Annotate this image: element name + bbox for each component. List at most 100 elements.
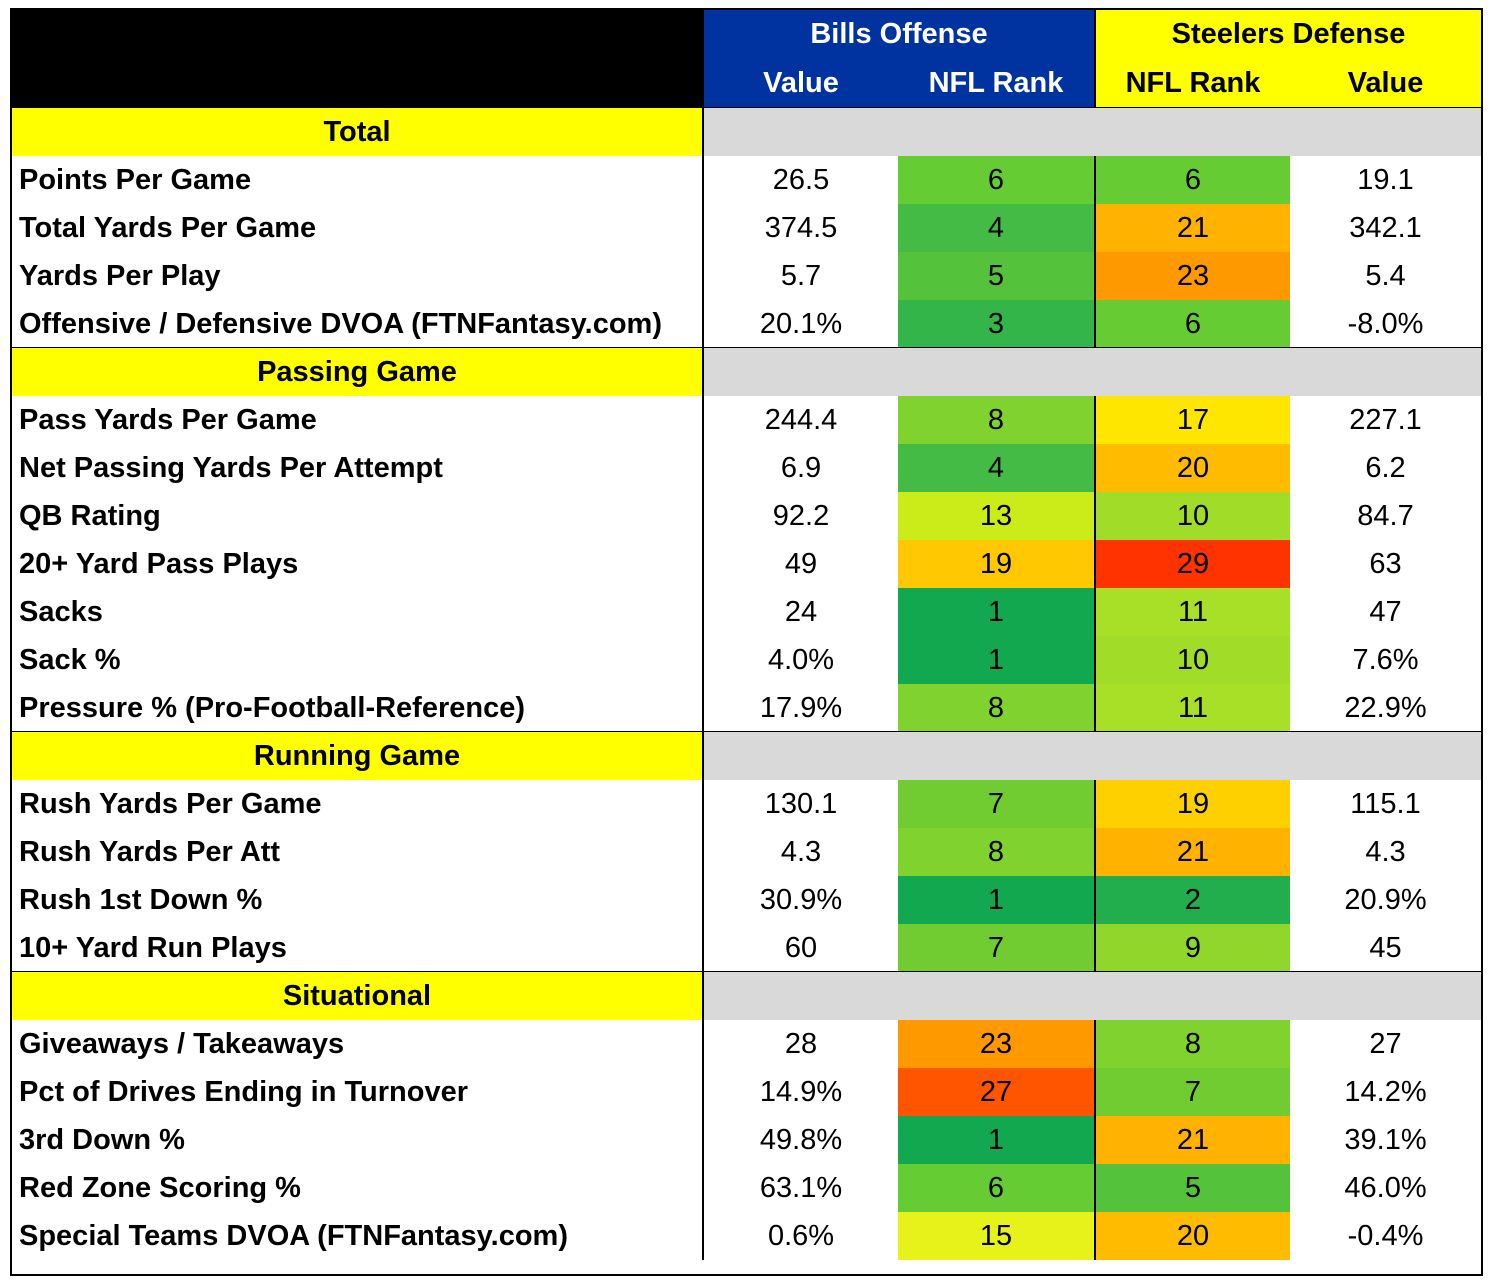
steelers-rank: 21 xyxy=(1094,1116,1290,1164)
bills-value: 28 xyxy=(702,1020,898,1068)
steelers-rank: 23 xyxy=(1094,252,1290,300)
bills-rank: 3 xyxy=(898,300,1094,348)
stat-label: Pass Yards Per Game xyxy=(19,403,317,436)
stat-label: Points Per Game xyxy=(19,163,252,196)
steelers-rank: 5 xyxy=(1094,1164,1290,1212)
steelers-value: 227.1 xyxy=(1349,403,1422,436)
table-row: 3rd Down % 49.8% 1 21 39.1% xyxy=(12,1116,1481,1164)
steelers-rank: 29 xyxy=(1094,540,1290,588)
steelers-rank: 9 xyxy=(1094,924,1290,972)
steelers-rank: 11 xyxy=(1094,684,1290,732)
steelers-value: 6.2 xyxy=(1365,451,1406,484)
steelers-value: 45 xyxy=(1369,931,1402,964)
bills-rank: 27 xyxy=(898,1068,1094,1116)
bills-value: 20.1% xyxy=(702,300,898,348)
bills-rank: 19 xyxy=(898,540,1094,588)
bills-value: 17.9% xyxy=(702,684,898,732)
bills-rank: 7 xyxy=(898,780,1094,828)
table-row: Points Per Game 26.5 6 6 19.1 xyxy=(12,156,1481,204)
stat-label: Yards Per Play xyxy=(19,259,221,292)
matchup-stats-table: Bills Offense Steelers Defense Value NFL… xyxy=(10,8,1483,1276)
table-row: Rush Yards Per Att 4.3 8 21 4.3 xyxy=(12,828,1481,876)
section-header-row: Situational xyxy=(12,972,1481,1020)
steelers-value: 342.1 xyxy=(1349,211,1422,244)
bills-rank: 6 xyxy=(898,1164,1094,1212)
stat-label: Rush 1st Down % xyxy=(19,883,263,916)
steelers-rank: 2 xyxy=(1094,876,1290,924)
section-title: Running Game xyxy=(12,732,702,780)
steelers-rank: 20 xyxy=(1094,444,1290,492)
bills-rank: 8 xyxy=(898,828,1094,876)
table-row: Special Teams DVOA (FTNFantasy.com) 0.6% 1… xyxy=(12,1212,1481,1260)
bills-value: 60 xyxy=(702,924,898,972)
bills-value: 244.4 xyxy=(702,396,898,444)
steelers-value: 47 xyxy=(1369,595,1402,628)
bills-value: 26.5 xyxy=(702,156,898,204)
bills-offense-title: Bills Offense xyxy=(702,10,1094,59)
bills-value: 374.5 xyxy=(702,204,898,252)
table-row: Yards Per Play 5.7 5 23 5.4 xyxy=(12,252,1481,300)
steelers-value: 115.1 xyxy=(1350,787,1421,820)
steelers-value: 84.7 xyxy=(1357,499,1414,532)
stat-label: QB Rating xyxy=(19,499,161,532)
section-header-row: Total xyxy=(12,108,1481,156)
stat-label: Sack % xyxy=(19,643,121,676)
stat-label: Pressure % (Pro-Football-Reference) xyxy=(19,691,526,724)
header-row-columns: Value NFL Rank NFL Rank Value xyxy=(12,59,1481,108)
steelers-value: 22.9% xyxy=(1344,691,1427,724)
bills-rank: 1 xyxy=(898,636,1094,684)
steelers-rank: 10 xyxy=(1094,636,1290,684)
stat-label: 20+ Yard Pass Plays xyxy=(19,547,299,580)
table-row: Giveaways / Takeaways 28 23 8 27 xyxy=(12,1020,1481,1068)
section-header-row: Running Game xyxy=(12,732,1481,780)
bills-value: 24 xyxy=(702,588,898,636)
bills-value: 63.1% xyxy=(702,1164,898,1212)
bills-rank: 15 xyxy=(898,1212,1094,1260)
stat-label: Total Yards Per Game xyxy=(19,211,317,244)
header-row-teams: Bills Offense Steelers Defense xyxy=(12,10,1481,59)
table-row: Sacks 24 1 11 47 xyxy=(12,588,1481,636)
bills-rank: 23 xyxy=(898,1020,1094,1068)
stat-label: Red Zone Scoring % xyxy=(19,1171,301,1204)
bills-rank: 7 xyxy=(898,924,1094,972)
steelers-value: 63 xyxy=(1369,547,1402,580)
steelers-value: -8.0% xyxy=(1347,307,1424,340)
bills-value: 92.2 xyxy=(702,492,898,540)
header-blank-2 xyxy=(12,59,702,108)
steelers-value: 14.2% xyxy=(1344,1075,1427,1108)
table-row: QB Rating 92.2 13 10 84.7 xyxy=(12,492,1481,540)
stat-label: 10+ Yard Run Plays xyxy=(19,931,287,964)
steelers-rank: 20 xyxy=(1094,1212,1290,1260)
table-row: Pressure % (Pro-Football-Reference) 17.9%… xyxy=(12,684,1481,732)
bills-rank: 1 xyxy=(898,588,1094,636)
table-row: 20+ Yard Pass Plays 49 19 29 63 xyxy=(12,540,1481,588)
section-header-row: Passing Game xyxy=(12,348,1481,396)
bills-value: 5.7 xyxy=(702,252,898,300)
bills-rank: 6 xyxy=(898,156,1094,204)
steelers-rank: 17 xyxy=(1094,396,1290,444)
steelers-value: 20.9% xyxy=(1344,883,1427,916)
table-row: Rush Yards Per Game 130.1 7 19 115.1 xyxy=(12,780,1481,828)
stat-label: Rush Yards Per Att xyxy=(19,835,281,868)
table-row: Pct of Drives Ending in Turnover 14.9% 27 7… xyxy=(12,1068,1481,1116)
stat-label: 3rd Down % xyxy=(19,1123,185,1156)
steelers-value-column-header: Value xyxy=(1290,59,1481,108)
bills-rank: 13 xyxy=(898,492,1094,540)
steelers-value: 19.1 xyxy=(1357,163,1414,196)
steelers-rank: 8 xyxy=(1094,1020,1290,1068)
section-title: Passing Game xyxy=(12,348,702,396)
bills-value: 49 xyxy=(702,540,898,588)
steelers-value: 27 xyxy=(1369,1027,1402,1060)
section-gray-band xyxy=(702,732,1481,780)
section-title: Situational xyxy=(12,972,702,1020)
bills-value: 14.9% xyxy=(702,1068,898,1116)
table-row: Rush 1st Down % 30.9% 1 2 20.9% xyxy=(12,876,1481,924)
steelers-rank: 21 xyxy=(1094,204,1290,252)
table-row: Total Yards Per Game 374.5 4 21 342.1 xyxy=(12,204,1481,252)
section-gray-band xyxy=(702,108,1481,156)
steelers-value: -0.4% xyxy=(1347,1219,1424,1252)
stat-label: Pct of Drives Ending in Turnover xyxy=(19,1075,469,1108)
table-row: Red Zone Scoring % 63.1% 6 5 46.0% xyxy=(12,1164,1481,1212)
bills-value: 4.0% xyxy=(702,636,898,684)
steelers-rank: 6 xyxy=(1094,300,1290,348)
